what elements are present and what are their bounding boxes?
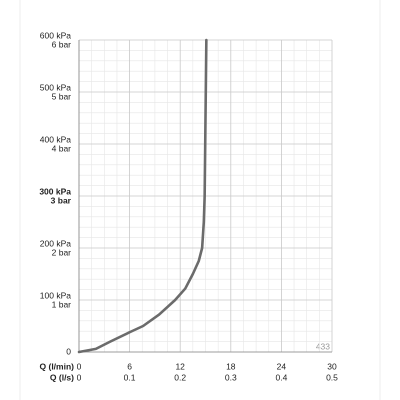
y-tick-sublabel: 5 bar <box>52 91 72 101</box>
y-tick-label: 0 <box>66 346 71 356</box>
y-tick-sublabel: 2 bar <box>52 247 72 257</box>
y-tick-label: 400 kPa <box>40 134 71 144</box>
y-tick-label: 100 kPa <box>40 290 71 300</box>
x-axis-label: Q (l/min) <box>40 361 75 371</box>
y-tick-label: 200 kPa <box>40 238 71 248</box>
x-tick-label: 0 <box>77 361 82 371</box>
x-tick-label: 18 <box>226 361 236 371</box>
x2-tick-label: 0.5 <box>326 372 338 382</box>
y-tick-sublabel: 3 bar <box>51 195 72 205</box>
x-tick-label: 30 <box>327 361 337 371</box>
x2-tick-label: 0 <box>77 372 82 382</box>
x2-tick-label: 0.2 <box>174 372 186 382</box>
y-tick-sublabel: 1 bar <box>52 299 72 309</box>
annotation: 433 <box>316 341 330 351</box>
y-tick-label: 300 kPa <box>39 186 71 196</box>
x2-tick-label: 0.1 <box>124 372 136 382</box>
y-tick-label: 600 kPa <box>40 30 71 40</box>
grid <box>78 39 333 353</box>
x-axis-label: Q (l/s) <box>50 372 74 382</box>
x-tick-label: 6 <box>127 361 132 371</box>
x-tick-label: 24 <box>277 361 287 371</box>
x-tick-label: 12 <box>175 361 185 371</box>
y-tick-sublabel: 6 bar <box>52 39 72 49</box>
x2-tick-label: 0.4 <box>275 372 287 382</box>
y-tick-sublabel: 4 bar <box>52 143 72 153</box>
y-tick-label: 500 kPa <box>40 82 71 92</box>
x2-tick-label: 0.3 <box>225 372 237 382</box>
curve <box>77 38 208 354</box>
